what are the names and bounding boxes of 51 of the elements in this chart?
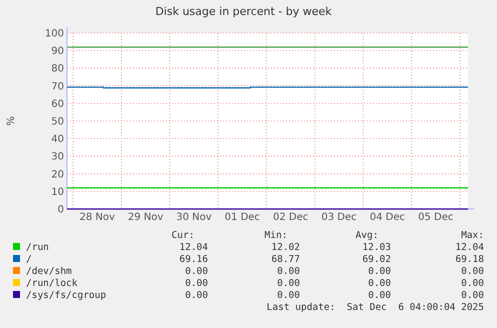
x-tick-label: 05 Dec	[418, 212, 454, 223]
text: Max:	[461, 230, 484, 241]
y-tick-label: 70	[51, 81, 64, 92]
text: 0.00	[185, 278, 208, 289]
text: 0.00	[461, 266, 484, 277]
text: Cur:	[172, 230, 194, 241]
text: 12.03	[362, 242, 391, 253]
text: 0.00	[461, 290, 484, 301]
text: 69.16	[179, 254, 208, 265]
x-tick-label: 29 Nov	[128, 212, 164, 223]
text: 12.02	[271, 242, 300, 253]
text: 0.00	[368, 266, 392, 277]
y-tick-label: 80	[51, 64, 64, 75]
text: Last update: Sat Dec 6 04:00:04 2025	[266, 302, 484, 313]
text: Avg:	[356, 230, 378, 241]
legend-label: /sys/fs/cgroup	[26, 290, 106, 301]
text: 0.00	[277, 290, 300, 301]
text: 69.02	[362, 254, 391, 265]
text: 0.00	[185, 266, 208, 277]
y-tick-label: 0	[58, 204, 64, 216]
x-tick-label: 03 Dec	[321, 212, 357, 223]
x-tick-label: 02 Dec	[273, 212, 308, 223]
legend-label: /	[26, 254, 32, 265]
y-tick-label: 90	[51, 46, 64, 58]
legend-label: /run	[26, 242, 49, 253]
y-tick-label: 40	[51, 134, 64, 146]
x-tick-label: 01 Dec	[224, 212, 260, 223]
x-tick-label: 30 Nov	[176, 212, 212, 223]
x-tick-label: 04 Dec	[370, 212, 406, 223]
text: 12.04	[179, 242, 208, 253]
text: 0.00	[461, 278, 484, 289]
chart-title: Disk usage in percent - by week	[155, 5, 332, 18]
x-tick-label: 28 Nov	[80, 212, 116, 223]
text: 0.00	[368, 290, 392, 301]
y-tick-label: 10	[51, 186, 64, 198]
text: 68.77	[271, 254, 300, 265]
text: 0.00	[185, 290, 208, 301]
y-tick-label: 100	[44, 28, 64, 40]
y-tick-label: 20	[51, 169, 64, 180]
text: 12.04	[455, 242, 484, 253]
text: 0.00	[277, 278, 300, 289]
legend-label: /dev/shm	[26, 266, 72, 277]
y-tick-label: 60	[51, 98, 64, 110]
legend-label: /run/lock	[26, 278, 78, 289]
y-axis-title: %	[6, 116, 17, 126]
text: Min:	[264, 230, 288, 241]
text: 0.00	[368, 278, 392, 289]
text: 0.00	[277, 266, 300, 277]
y-tick-label: 30	[51, 152, 64, 163]
text: 69.18	[455, 254, 484, 265]
y-tick-label: 50	[51, 116, 64, 128]
